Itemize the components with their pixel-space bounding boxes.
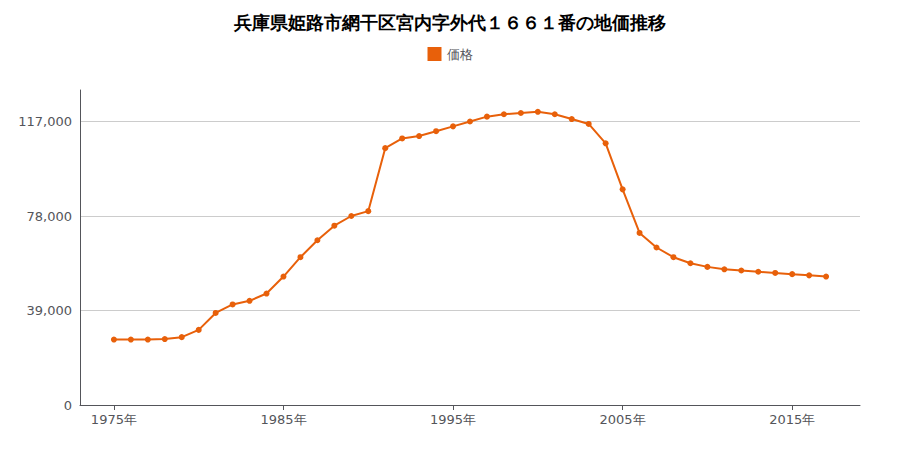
svg-text:78,000: 78,000 xyxy=(27,209,73,224)
svg-text:1985年: 1985年 xyxy=(260,412,306,427)
svg-text:0: 0 xyxy=(64,398,72,413)
svg-text:兵庫県姫路市網干区宮内字外代１６６１番の地価推移: 兵庫県姫路市網干区宮内字外代１６６１番の地価推移 xyxy=(233,12,666,33)
svg-text:1995年: 1995年 xyxy=(430,412,476,427)
svg-text:1975年: 1975年 xyxy=(91,412,137,427)
svg-text:2015年: 2015年 xyxy=(769,412,815,427)
svg-text:117,000: 117,000 xyxy=(18,114,72,129)
svg-text:39,000: 39,000 xyxy=(27,303,73,318)
svg-text:2005年: 2005年 xyxy=(600,412,646,427)
svg-text:価格: 価格 xyxy=(447,47,473,62)
